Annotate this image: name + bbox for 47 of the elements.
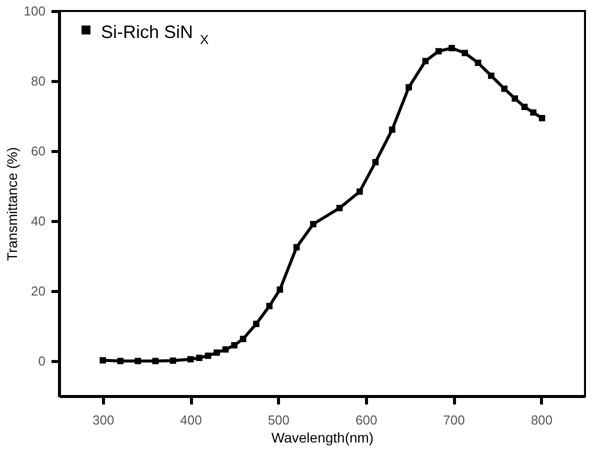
y-axis-title: Transmittance (%) [4,147,20,261]
point [152,358,159,364]
point [356,188,363,195]
x-tick-label: 700 [443,412,465,428]
point [422,58,429,64]
point [406,84,412,90]
point [293,244,300,250]
point [336,204,343,212]
y-tick-label: 20 [31,284,46,298]
x-tick-label: 500 [268,412,290,428]
point [372,159,379,166]
point [512,95,518,102]
x-tick-label: 300 [92,412,114,428]
point [196,354,202,362]
point [134,358,142,364]
y-tick-label: 100 [24,4,46,18]
point [310,220,316,228]
y-tick-label: 80 [31,74,46,88]
y-tick-label: 0 [38,354,46,368]
point [388,126,396,133]
x-tick-label: 600 [355,412,378,428]
point [501,86,508,92]
point [170,357,176,364]
point [266,302,273,310]
point [240,336,246,342]
x-axis-title: Wavelength(nm) [271,430,374,446]
y-tick-label: 40 [31,214,46,228]
point [521,104,528,110]
point [276,286,284,293]
point [488,72,494,79]
x-tick-label: 800 [530,412,553,428]
point [187,356,194,362]
point [530,109,536,116]
point [448,44,455,52]
y-tick-label: 60 [31,144,46,158]
point [462,50,468,56]
x-tick-label: 400 [180,412,202,428]
point [474,60,482,66]
point [204,352,212,359]
point [253,320,260,328]
point [117,358,124,364]
point [222,346,229,353]
point [214,349,220,356]
point [538,114,546,122]
point [231,342,238,348]
point [100,357,106,364]
point [435,48,442,54]
